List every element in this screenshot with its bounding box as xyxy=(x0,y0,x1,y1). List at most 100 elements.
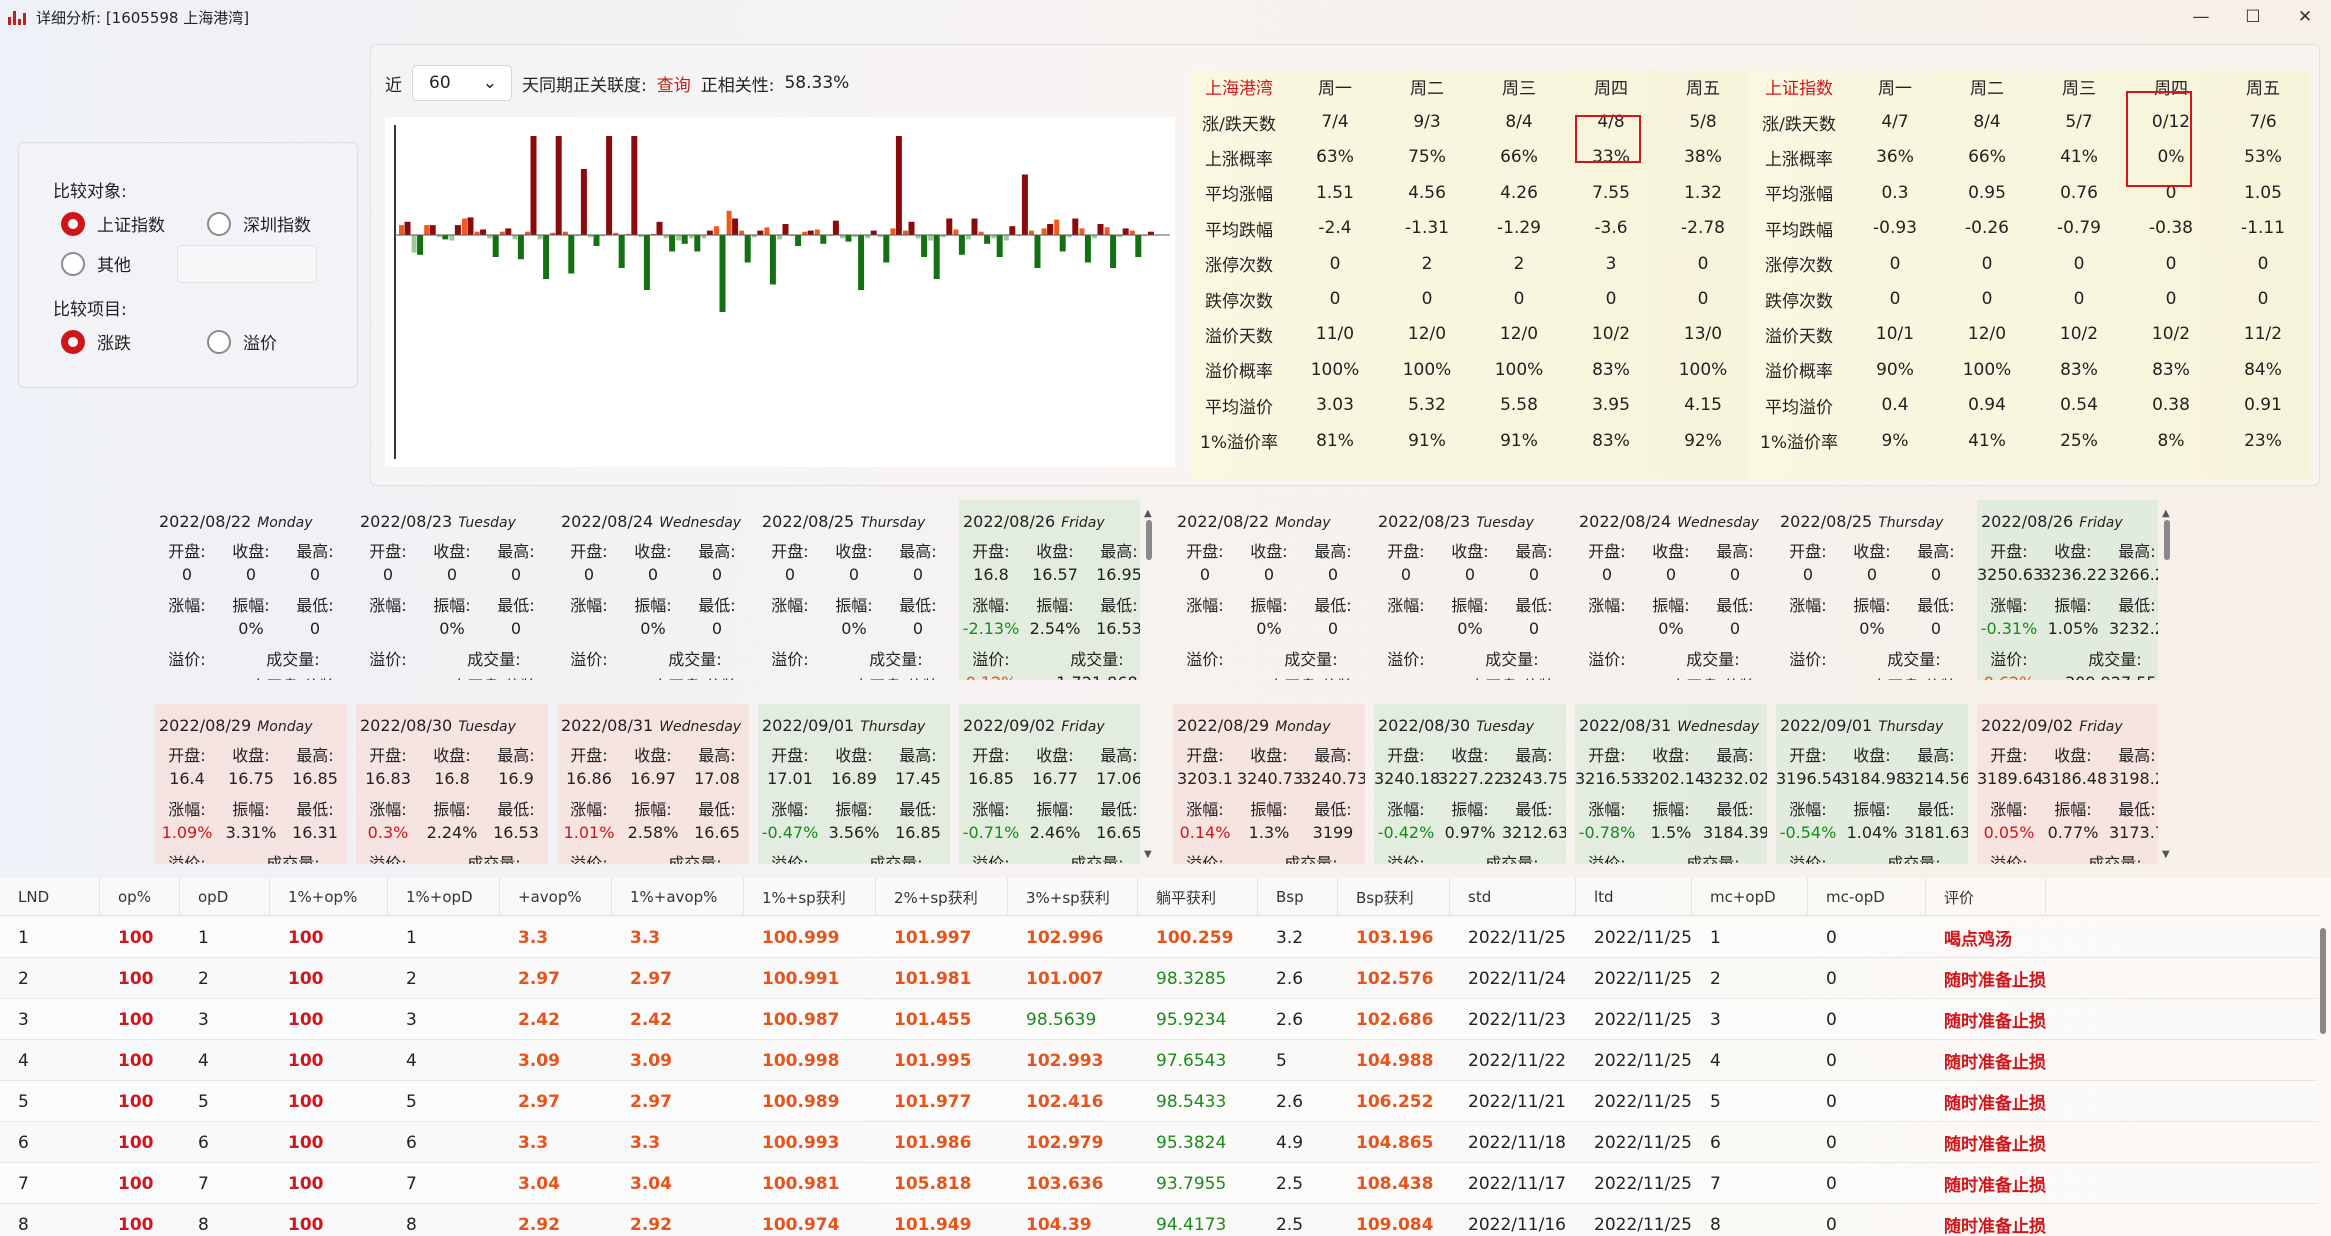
scroll-up-icon[interactable]: ▲ xyxy=(2162,508,2170,519)
radio-other[interactable]: 其他 xyxy=(61,251,131,276)
scroll-thumb[interactable] xyxy=(2320,928,2326,1034)
column-header[interactable]: mc-opD xyxy=(1808,878,1926,916)
scroll-thumb[interactable] xyxy=(1146,520,1152,560)
card-field: 振幅: xyxy=(1250,596,1288,615)
card-field: 涨幅: xyxy=(168,800,206,819)
query-link[interactable]: 查询 xyxy=(656,75,691,96)
radio-change[interactable]: 涨跌 xyxy=(61,329,131,354)
column-header[interactable]: 1%+sp获利 xyxy=(744,878,876,916)
query-controls: 近 60 ⌄ 天同期正关联度: 查询 正相关性: 58.33% xyxy=(385,65,849,101)
table-cell: 98.5433 xyxy=(1156,1091,1227,1112)
column-header[interactable]: opD xyxy=(180,878,270,916)
radio-shanghai-index[interactable]: 上证指数 xyxy=(61,211,165,236)
card-field: 最低: xyxy=(296,596,334,615)
minimize-button[interactable]: — xyxy=(2192,7,2210,27)
table-cell: 3.3 xyxy=(630,927,661,948)
bar-stock xyxy=(669,235,676,252)
card-date: 2022/09/01 Thursday xyxy=(1780,716,1944,735)
scroll-down-icon[interactable]: ▼ xyxy=(2162,849,2170,860)
bar-stock xyxy=(505,228,512,235)
table-row[interactable]: 2 100 2 100 2 2.97 2.97 100.991 101.981 101.007 98… xyxy=(0,958,2318,999)
day-card: 2022/08/25 Thursday 开盘: 收盘: 最高: 0 0 0 涨幅: 振幅: 最低: 0… xyxy=(758,500,950,680)
bar-index xyxy=(865,235,871,239)
card-field: 最低: xyxy=(1515,596,1553,615)
card-field: 3189.64 xyxy=(1977,769,2044,788)
column-header[interactable]: 评价 xyxy=(1926,878,2046,916)
table-cell: 1 xyxy=(406,927,417,948)
table-row[interactable]: 8 100 8 100 8 2.92 2.92 100.974 101.949 104.39 94.… xyxy=(0,1204,2318,1236)
radio-selected-icon xyxy=(61,211,85,236)
column-header[interactable]: 1%+op% xyxy=(270,878,388,916)
table-cell: 2.6 xyxy=(1276,1091,1304,1112)
bar-stock xyxy=(984,235,991,244)
radio-premium[interactable]: 溢价 xyxy=(207,329,277,354)
stats-day-header: 周四 xyxy=(1594,79,1628,100)
card-date: 2022/08/25 Thursday xyxy=(762,512,926,531)
column-header[interactable]: 躺平获利 xyxy=(1138,878,1258,916)
column-header[interactable]: 1%+opD xyxy=(388,878,500,916)
stats-cell: 0 xyxy=(1513,289,1525,310)
card-field: 最低: xyxy=(698,596,736,615)
table-row[interactable]: 5 100 5 100 5 2.97 2.97 100.989 101.977 102.416 98… xyxy=(0,1081,2318,1122)
radio-shenzhen-index[interactable]: 深圳指数 xyxy=(207,211,311,236)
column-header[interactable]: ltd xyxy=(1576,878,1692,916)
correlation-value: 58.33% xyxy=(784,73,850,93)
column-header[interactable]: Bsp获利 xyxy=(1338,878,1450,916)
column-header[interactable]: 3%+sp获利 xyxy=(1008,878,1138,916)
bar-stock xyxy=(467,217,474,235)
column-header[interactable]: 1%+avop% xyxy=(612,878,744,916)
index-cards-scrollbar[interactable]: ▲ ▼ xyxy=(2162,508,2172,860)
bar-index xyxy=(1117,235,1123,238)
table-scrollbar[interactable] xyxy=(2317,916,2329,1236)
column-header[interactable]: 2%+sp获利 xyxy=(876,878,1008,916)
column-header[interactable]: mc+opD xyxy=(1692,878,1808,916)
card-field: 0 xyxy=(309,619,321,638)
card-field: 开盘: xyxy=(1588,746,1626,765)
table-cell: 2 xyxy=(198,968,209,989)
card-field: 开盘: xyxy=(1990,542,2028,561)
bar-index xyxy=(1142,235,1148,237)
stats-cell: 9/3 xyxy=(1413,112,1441,133)
column-header[interactable]: Bsp xyxy=(1258,878,1338,916)
radio-label: 上证指数 xyxy=(97,216,165,236)
scroll-up-icon[interactable]: ▲ xyxy=(1144,508,1152,519)
card-field: 0% xyxy=(1457,619,1483,638)
card-field: 0 xyxy=(1802,565,1814,584)
table-cell: 8 xyxy=(18,1214,29,1235)
card-field: 3.31% xyxy=(225,823,277,842)
table-row[interactable]: 6 100 6 100 6 3.3 3.3 100.993 101.986 102.979 95.3… xyxy=(0,1122,2318,1163)
card-field: 涨幅: xyxy=(972,596,1010,615)
stats-row-label: 平均涨幅 xyxy=(1205,185,1273,206)
table-row[interactable]: 4 100 4 100 4 3.09 3.09 100.998 101.995 102.993 97… xyxy=(0,1040,2318,1081)
stats-cell: 5/7 xyxy=(2065,112,2093,133)
bar-stock xyxy=(442,235,449,240)
stock-cards-scrollbar[interactable]: ▲ ▼ xyxy=(1144,508,1154,860)
table-row[interactable]: 3 100 3 100 3 2.42 2.42 100.987 101.455 98.5639 95… xyxy=(0,999,2318,1040)
column-header[interactable]: +avop% xyxy=(500,878,612,916)
weekday-stats: 上海港湾 周一 周二 周三 周四 周五 涨/跌天数 7/4 9/3 8/4 4/8 5/8 上涨概率 63… xyxy=(1189,69,2309,479)
column-header[interactable]: op% xyxy=(100,878,180,916)
bar-index xyxy=(802,231,808,235)
day-card: 2022/08/30 Tuesday 开盘: 收盘: 最高: 3240.18 3227.22… xyxy=(1374,704,1566,864)
card-field: 最高: xyxy=(698,746,736,765)
table-row[interactable]: 1 100 1 100 1 3.3 3.3 100.999 101.997 102.996 100.… xyxy=(0,917,2318,958)
card-field: 3.56% xyxy=(828,823,880,842)
table-cell: 6 xyxy=(1710,1132,1721,1153)
card-field: 涨幅: xyxy=(1990,800,2028,819)
card-field: 0 xyxy=(647,565,659,584)
card-field: 收盘: xyxy=(1036,746,1074,765)
close-button[interactable]: ✕ xyxy=(2297,7,2313,27)
maximize-button[interactable]: ☐ xyxy=(2245,7,2261,27)
stats-cell: 2 xyxy=(1421,253,1433,274)
column-header[interactable]: LND xyxy=(0,878,100,916)
table-row[interactable]: 7 100 7 100 7 3.04 3.04 100.981 105.818 103.636 93… xyxy=(0,1163,2318,1204)
scroll-thumb[interactable] xyxy=(2164,520,2170,560)
scroll-down-icon[interactable]: ▼ xyxy=(1144,849,1152,860)
bar-stock xyxy=(681,235,688,244)
other-code-input[interactable] xyxy=(177,245,317,283)
table-cell: 100 xyxy=(288,1009,324,1030)
column-header[interactable]: std xyxy=(1450,878,1576,916)
table-cell: 100.993 xyxy=(762,1132,840,1153)
days-select[interactable]: 60 ⌄ xyxy=(412,65,512,101)
bar-index xyxy=(890,228,896,235)
